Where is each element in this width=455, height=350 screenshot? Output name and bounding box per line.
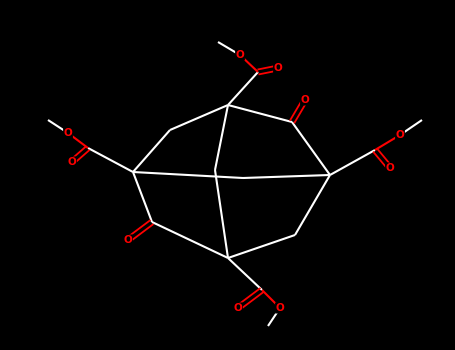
Text: O: O (68, 157, 76, 167)
Text: O: O (386, 163, 394, 173)
Text: O: O (233, 303, 243, 313)
Text: O: O (273, 63, 283, 73)
Text: O: O (124, 235, 132, 245)
Text: O: O (64, 128, 72, 138)
Text: O: O (236, 50, 244, 60)
Text: O: O (396, 130, 404, 140)
Text: O: O (301, 95, 309, 105)
Text: O: O (276, 303, 284, 313)
